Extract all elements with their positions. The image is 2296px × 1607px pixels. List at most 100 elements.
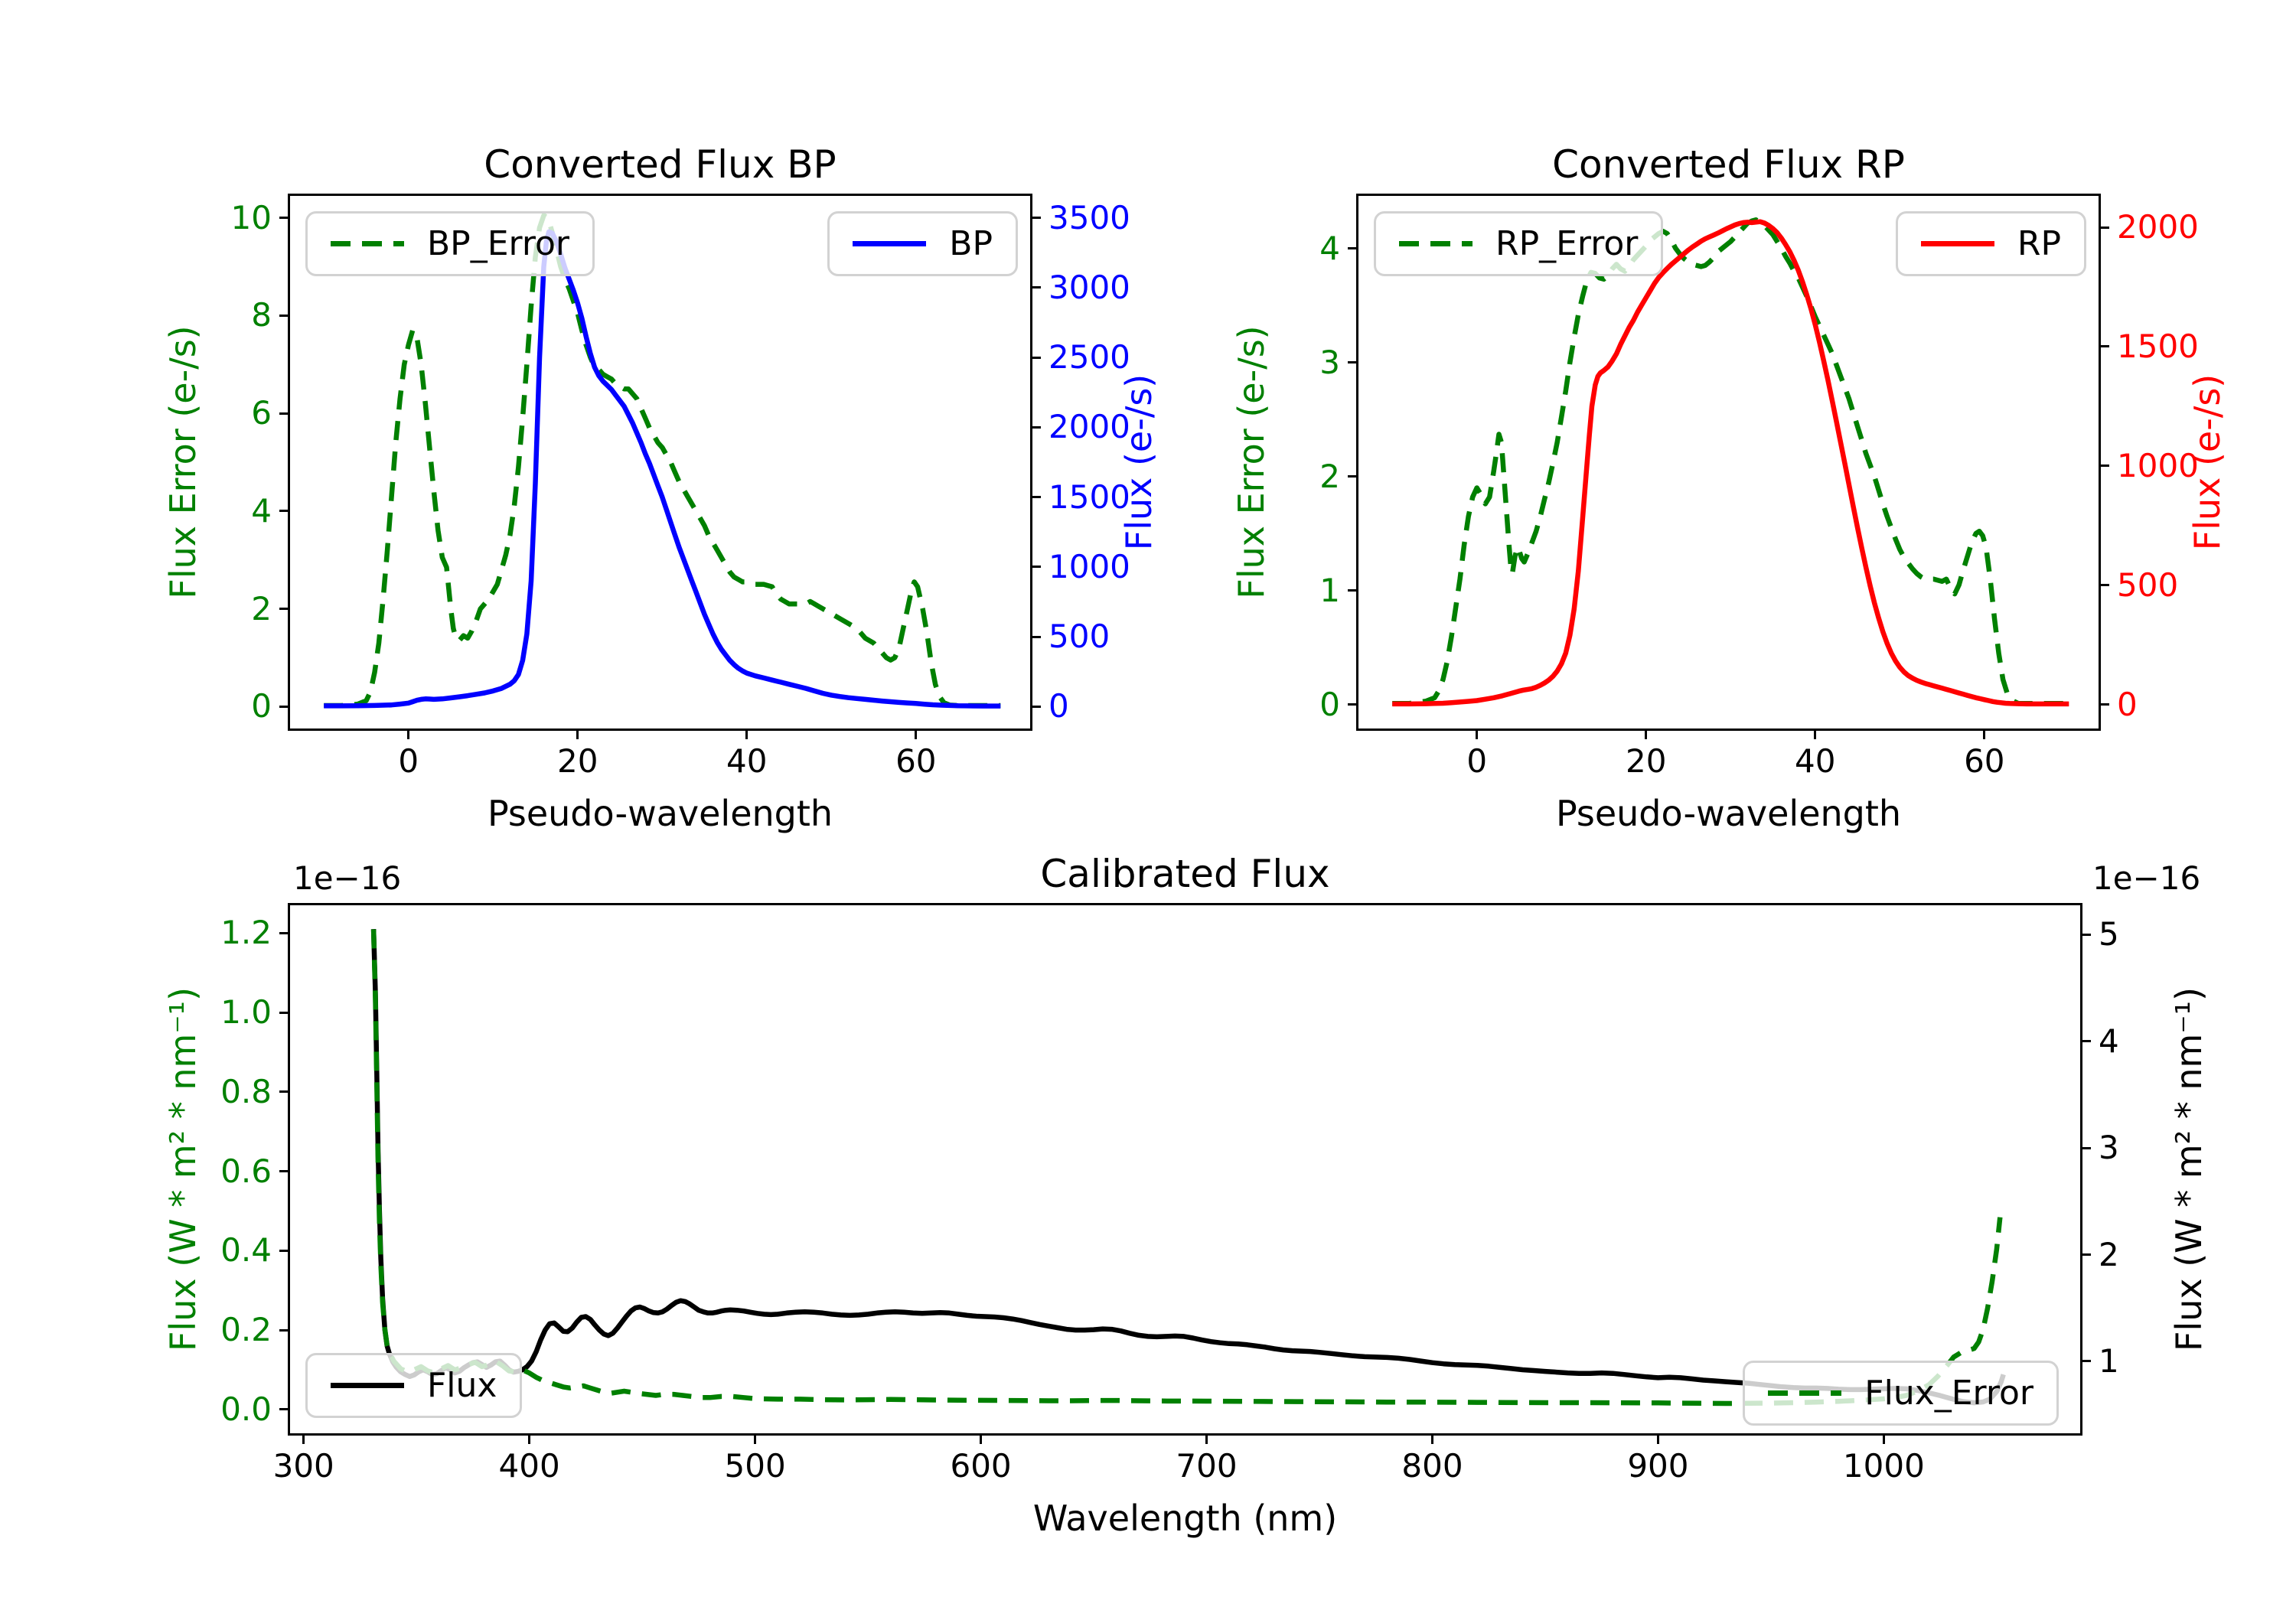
y-tick-label-right: 2000 (2117, 208, 2199, 246)
y-tick-label-right: 1 (2099, 1341, 2119, 1380)
rp-error-line-sample (1399, 241, 1473, 246)
x-tick-mark (1983, 729, 1986, 739)
y-tick-mark-left (1348, 361, 1358, 364)
y-tick-label-left: 10 (230, 198, 272, 236)
y-tick-label-left: 1.2 (220, 914, 272, 952)
y-tick-label-right: 1500 (1049, 478, 1130, 516)
y-tick-label-right: 3000 (1049, 268, 1130, 306)
x-tick-mark (1205, 1433, 1208, 1444)
x-tick-mark (302, 1433, 305, 1444)
x-tick-label: 40 (1795, 742, 1836, 780)
flux-error-line-sample (1768, 1390, 1842, 1396)
x-tick-label: 60 (1964, 742, 2005, 780)
y-tick-mark-left (279, 608, 290, 611)
axis-offset-right: 1e−16 (2092, 859, 2201, 897)
y-tick-mark-right (2080, 1040, 2091, 1043)
legend-label: BP_Error (427, 224, 569, 263)
x-tick-label: 900 (1627, 1447, 1689, 1485)
x-tick-mark (1814, 729, 1817, 739)
legend-label: Flux_Error (1864, 1374, 2033, 1413)
rp-line-sample (1920, 241, 1994, 246)
calibrated-plot-area (370, 929, 2006, 1407)
x-tick-label: 400 (498, 1447, 560, 1485)
x-tick-mark (754, 1433, 757, 1444)
y-tick-mark-left (1348, 475, 1358, 478)
x-tick-mark (1476, 729, 1479, 739)
axes-calibrated-flux: Calibrated Flux Wavelength (nm) Flux (W … (162, 852, 2210, 1539)
y-tick-mark-left (279, 1011, 290, 1014)
y-tick-mark-left (279, 1408, 290, 1411)
y-tick-label-left: 3 (1319, 343, 1340, 381)
y-tick-mark-right (1030, 286, 1041, 289)
y-tick-mark-left (279, 1328, 290, 1332)
y-tick-label-right: 0 (1049, 687, 1069, 725)
x-tick-label: 700 (1176, 1447, 1238, 1485)
y-tick-label-left: 0 (251, 687, 272, 725)
y-tick-mark-right (2099, 464, 2109, 468)
series-Flux_Error (370, 929, 2003, 1407)
y-tick-label-left: 0 (1319, 685, 1340, 723)
flux-line-sample (331, 1383, 404, 1388)
y-tick-label-right: 2500 (1049, 338, 1130, 376)
y-tick-mark-right (2080, 1253, 2091, 1256)
y-tick-mark-left (279, 705, 290, 708)
x-tick-mark (745, 729, 748, 739)
y-tick-mark-right (1030, 425, 1041, 429)
y-tick-mark-left (279, 412, 290, 415)
y-tick-label-right: 1000 (1049, 547, 1130, 585)
y-tick-label-left: 0.2 (220, 1311, 272, 1349)
y-tick-label-right: 2000 (1049, 408, 1130, 446)
x-tick-mark (1645, 729, 1648, 739)
x-tick-label: 1000 (1842, 1447, 1925, 1485)
y-tick-label-right: 4 (2099, 1022, 2119, 1060)
y-axis-label-left-bp: Flux Error (e-/s) (162, 325, 204, 599)
x-tick-label: 60 (895, 742, 937, 780)
y-tick-mark-right (1030, 705, 1041, 708)
y-tick-mark-left (279, 314, 290, 317)
x-tick-label: 20 (1626, 742, 1667, 780)
axes-converted-flux-rp: Converted Flux RP Pseudo-wavelength Flux… (1231, 142, 2228, 834)
legend-label: Flux (427, 1366, 497, 1405)
y-tick-label-left: 4 (251, 491, 272, 530)
y-tick-label-left: 1.0 (220, 993, 272, 1032)
y-tick-mark-right (2099, 226, 2109, 229)
y-tick-mark-right (1030, 496, 1041, 499)
y-tick-label-left: 2 (251, 589, 272, 627)
y-axis-label-left-rp: Flux Error (e-/s) (1231, 325, 1272, 599)
x-tick-label: 600 (950, 1447, 1012, 1485)
y-tick-mark-left (1348, 703, 1358, 706)
series-RP (1392, 219, 2069, 707)
x-axis-label-calibrated: Wavelength (nm) (1032, 1498, 1338, 1539)
legend-label: RP_Error (1495, 224, 1639, 263)
y-tick-label-left: 1 (1319, 571, 1340, 609)
y-tick-label-left: 4 (1319, 229, 1340, 267)
x-tick-label: 500 (724, 1447, 786, 1485)
y-axis-label-right-bp: Flux (e-/s) (1118, 373, 1159, 551)
chart-title-rp: Converted Flux RP (1552, 142, 1905, 187)
y-tick-mark-left (1348, 247, 1358, 250)
bp-plot-area (324, 213, 1001, 709)
axes-converted-flux-bp: Converted Flux BP Pseudo-wavelength Flux… (162, 142, 1159, 834)
x-axis-label-rp: Pseudo-wavelength (1555, 793, 1902, 834)
y-tick-label-right: 500 (2117, 566, 2179, 604)
y-tick-mark-left (279, 1249, 290, 1252)
rp-plot-area (1392, 217, 2069, 707)
legend-label: BP (949, 224, 993, 263)
x-tick-label: 800 (1401, 1447, 1463, 1485)
x-tick-label: 0 (398, 742, 419, 780)
y-axis-label-right-calibrated: Flux (W * m² * nm⁻¹) (2168, 986, 2210, 1352)
series-RP_Error (1392, 217, 2069, 706)
legend-bp: BP (827, 211, 1018, 276)
x-tick-label: 20 (557, 742, 598, 780)
bp-error-line-sample (331, 241, 404, 246)
y-tick-mark-right (2080, 1146, 2091, 1149)
y-tick-mark-left (279, 1170, 290, 1173)
chart-title-bp: Converted Flux BP (484, 142, 837, 187)
y-tick-label-right: 3500 (1049, 198, 1130, 236)
y-tick-mark-right (2080, 933, 2091, 936)
x-tick-mark (1430, 1433, 1433, 1444)
x-tick-mark (528, 1433, 531, 1444)
x-tick-mark (915, 729, 918, 739)
y-tick-label-right: 1500 (2117, 327, 2199, 365)
